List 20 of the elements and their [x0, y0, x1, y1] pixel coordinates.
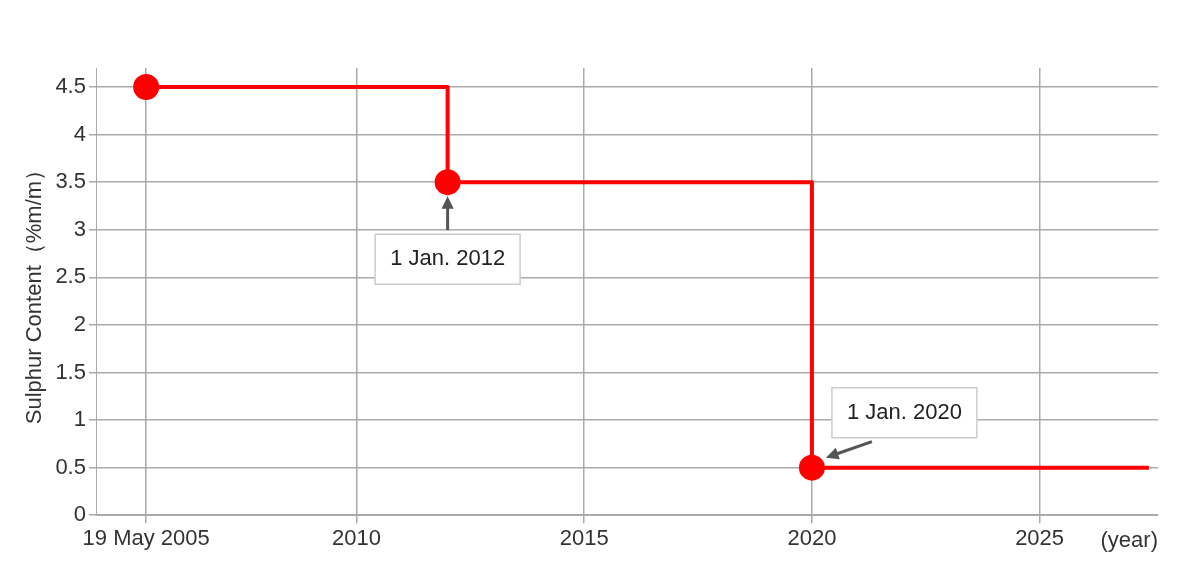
y-tick-label: 4.5 — [55, 73, 86, 99]
x-tick-label: 2010 — [332, 525, 382, 551]
y-tick-label: 4 — [73, 120, 86, 146]
x-tick-label: 19 May 2005 — [82, 525, 210, 551]
y-axis-title: Sulphur Content（%m/m） — [21, 158, 47, 425]
y-tick-label: 1 — [73, 406, 86, 432]
y-tick-label: 0 — [73, 501, 86, 527]
x-axis-title: (year) — [1100, 526, 1158, 552]
x-tick-label: 2020 — [787, 525, 837, 551]
y-tick-label: 3.5 — [55, 168, 86, 194]
y-tick-label: 0.5 — [55, 453, 86, 479]
point — [133, 74, 160, 101]
y-tick-label: 2.5 — [55, 263, 86, 289]
y-tick-label: 1.5 — [55, 358, 86, 384]
annotation: 1 Jan. 2012 — [390, 245, 506, 271]
x-tick-label: 2025 — [1015, 525, 1065, 551]
annotation: 1 Jan. 2020 — [846, 398, 962, 424]
y-tick-label: 2 — [73, 310, 86, 336]
y-tick-label: 3 — [73, 215, 86, 241]
x-tick-label: 2015 — [559, 525, 609, 551]
